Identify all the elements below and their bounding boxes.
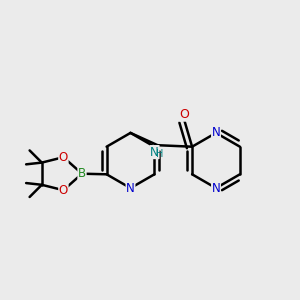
Text: B: B (78, 167, 86, 180)
Text: O: O (180, 108, 190, 121)
Text: N: N (212, 182, 220, 195)
Text: O: O (59, 151, 68, 164)
Text: H: H (156, 149, 164, 159)
Text: N: N (150, 146, 159, 159)
Text: N: N (212, 126, 220, 140)
Text: N: N (126, 182, 135, 195)
Text: O: O (59, 184, 68, 197)
